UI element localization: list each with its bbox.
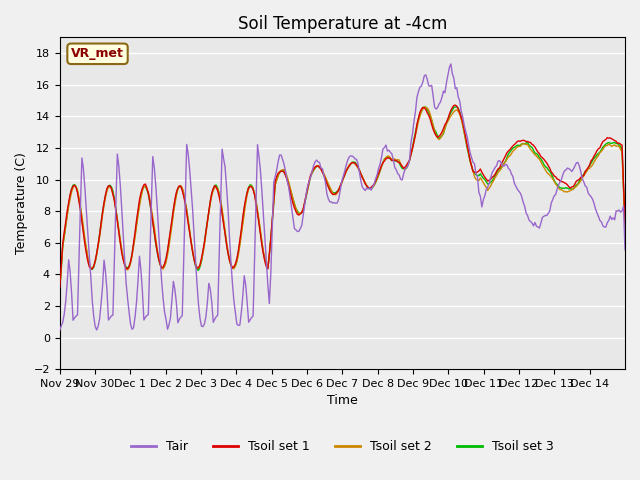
Y-axis label: Temperature (C): Temperature (C) <box>15 152 28 254</box>
Legend: Tair, Tsoil set 1, Tsoil set 2, Tsoil set 3: Tair, Tsoil set 1, Tsoil set 2, Tsoil se… <box>126 435 559 458</box>
X-axis label: Time: Time <box>327 395 358 408</box>
Text: VR_met: VR_met <box>71 48 124 60</box>
Title: Soil Temperature at -4cm: Soil Temperature at -4cm <box>237 15 447 33</box>
